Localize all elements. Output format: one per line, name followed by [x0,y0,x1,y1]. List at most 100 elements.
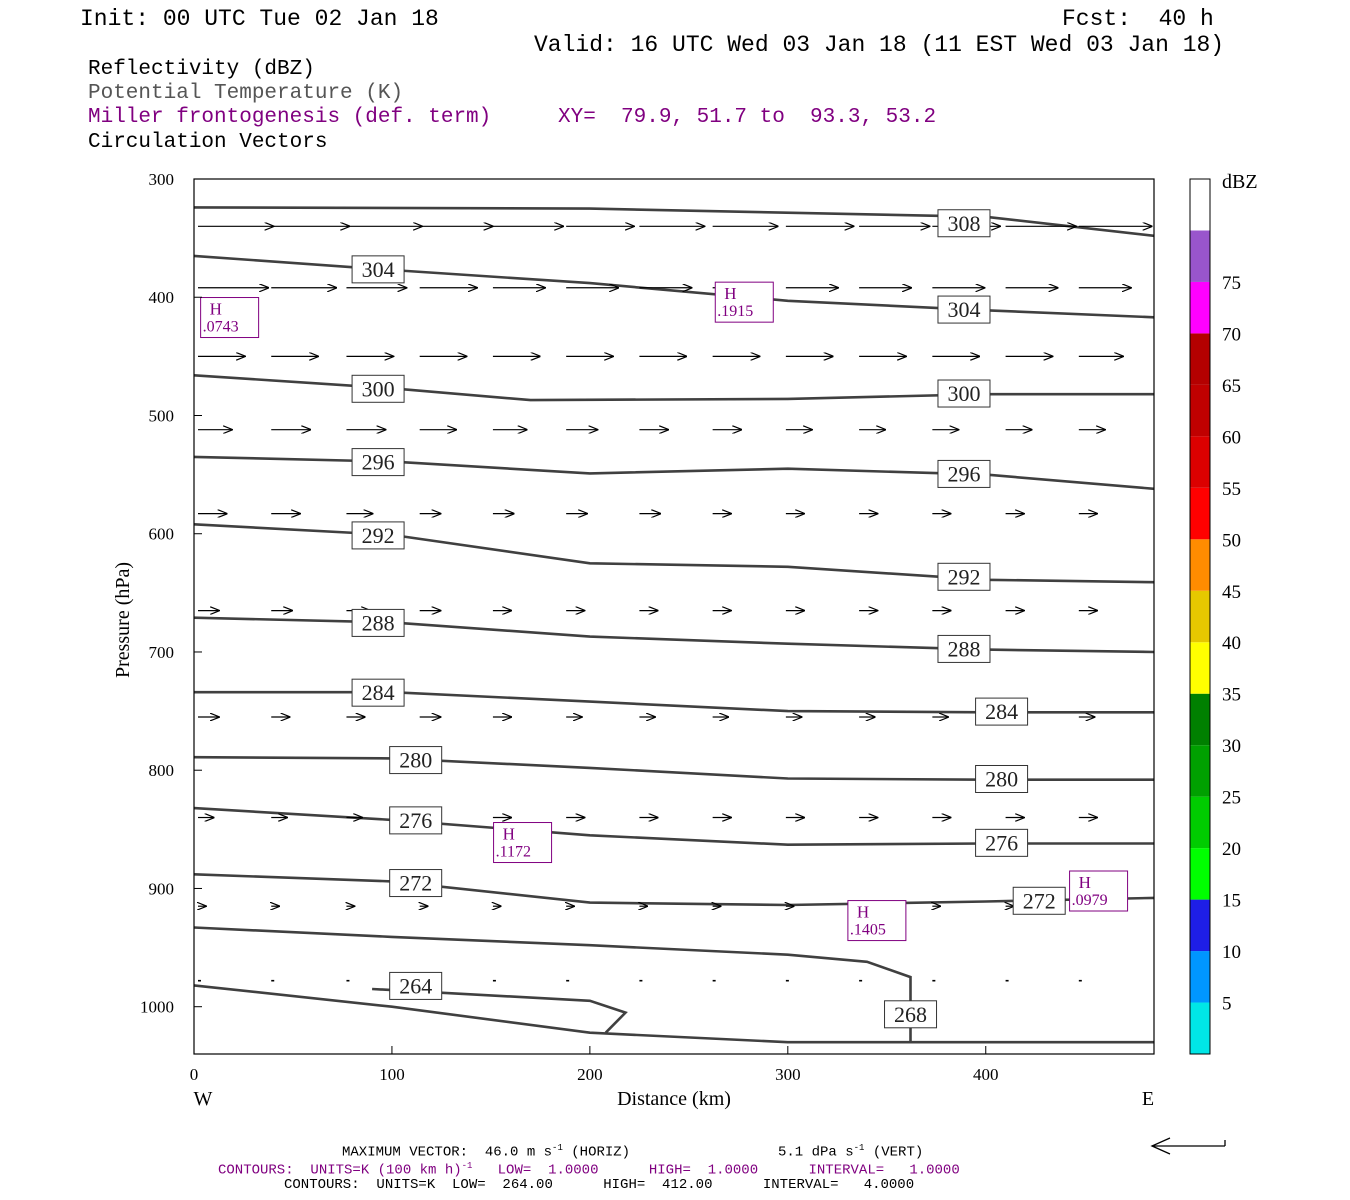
contour-label: 288 [362,610,395,635]
colorbar-level-label: 70 [1222,324,1241,345]
colorbar-swatch [1190,230,1210,282]
y-tick-label: 600 [149,525,175,544]
colorbar-level-label: 55 [1222,479,1241,500]
contour-label-box [351,448,405,477]
colorbar-swatch [1190,899,1210,952]
colorbar-swatch [1190,1002,1210,1054]
colorbar-swatch [1190,590,1210,643]
title-miller: Miller frontogenesis (def. term) [88,106,492,129]
contour-label: 272 [1023,888,1056,913]
frontogenesis-max-label: H [210,300,222,319]
frontogenesis-max-box [1069,870,1129,912]
theta-contour-264 [372,987,628,1034]
contour-label: 280 [985,766,1018,791]
colorbar-swatch [1190,384,1210,437]
theta-contour-292 [193,523,1155,584]
valid-time: Valid: 16 UTC Wed 03 Jan 18 (11 EST Wed … [534,32,1225,58]
contour-label: 300 [362,376,395,401]
contour-label-box [389,806,443,835]
colorbar-swatch [1190,281,1210,334]
theta-contour-272 [193,873,1155,907]
colorbar-swatch [1190,642,1210,694]
colorbar-unit: dBZ [1222,171,1258,193]
colorbar-level-label: 15 [1222,891,1241,912]
title-reflectivity: Reflectivity (dBZ) [88,58,315,81]
y-tick-label: 900 [149,879,175,898]
contour-label-box [975,828,1029,857]
contour-label: 284 [362,680,395,705]
x-axis-label: Distance (km) [617,1088,731,1110]
contour-label-box [351,608,405,637]
contour-label-box [1012,886,1066,915]
x-tick-label: 400 [973,1065,999,1084]
theta-contour-304 [193,254,1155,319]
x-tick-label: 200 [577,1065,603,1084]
colorbar-level-label: 40 [1222,633,1241,654]
colorbar-swatch [1190,436,1210,488]
contour-label-box [884,1000,938,1029]
colorbar-swatch [1190,796,1210,849]
colorbar-swatch [1190,487,1210,540]
y-tick-label: 1000 [140,998,174,1017]
colorbar-level-label: 10 [1222,942,1241,963]
contour-label-box [351,374,405,403]
colorbar-swatch [1190,179,1210,231]
x-tick-label: 300 [775,1065,801,1084]
colorbar-level-label: 50 [1222,530,1241,551]
colorbar-swatch [1190,333,1210,385]
colorbar-level-label: 5 [1222,994,1232,1015]
contour-label: 296 [947,461,980,486]
contour-label: 304 [362,257,395,282]
colorbar-level-label: 30 [1222,736,1241,757]
contour-label: 292 [947,564,980,589]
contour-label: 264 [399,973,432,998]
contour-label: 280 [399,748,432,773]
frontogenesis-max-box [493,822,553,864]
colorbar-swatch [1190,848,1210,900]
frontogenesis-max-box [714,281,774,323]
contour-label-box [351,678,405,707]
frontogenesis-max-value: .1405 [850,922,886,939]
theta-contour-300 [193,374,1154,402]
contour-label-box [351,255,405,284]
frontogenesis-max-value: .0743 [203,319,239,336]
colorbar-swatch [1190,693,1210,746]
reference-vector-arrow [1150,1137,1226,1155]
colorbar-frame [1189,178,1211,1055]
title-vectors: Circulation Vectors [88,131,328,154]
footer-theta-contours: CONTOURS: UNITS=K LOW= 264.00 HIGH= 412.… [284,1177,915,1193]
init-time: Init: 00 UTC Tue 02 Jan 18 [80,6,439,32]
colorbar-level-label: 60 [1222,427,1241,448]
y-tick-label: 700 [149,643,175,662]
y-tick-label: 300 [149,170,175,189]
contour-label: 276 [985,830,1018,855]
contour-label: 276 [399,808,432,833]
x-tick-label: 100 [379,1065,405,1084]
contour-label-box [937,295,991,324]
y-tick-label: 500 [149,406,175,425]
frontogenesis-max-label: H [503,825,515,844]
x-left-end-label: W [194,1088,213,1110]
contour-label-box [351,521,405,550]
contour-label-box [389,746,443,775]
y-axis-label: Pressure (hPa) [112,562,134,678]
x-right-end-label: E [1142,1088,1154,1110]
contour-label-box [937,562,991,591]
theta-contour-288 [193,616,1155,654]
colorbar-swatch [1190,539,1210,591]
contour-label-box [937,209,991,238]
contour-label-box [975,764,1029,793]
y-tick-label: 800 [149,761,175,780]
frontogenesis-max-value: .0979 [1072,892,1108,909]
frontogenesis-max-label: H [724,284,736,303]
contour-label-box [389,869,443,898]
contour-label: 284 [985,699,1018,724]
x-tick-label: 0 [190,1065,199,1084]
frontogenesis-max-box [847,900,907,942]
plot-frame [193,178,1155,1055]
contour-label: 296 [362,450,395,475]
footer-vertical-vector: 5.1 dPa s-1 (VERT) [778,1143,924,1161]
title-theta: Potential Temperature (K) [88,82,404,105]
theta-contour-268 [193,926,912,1043]
